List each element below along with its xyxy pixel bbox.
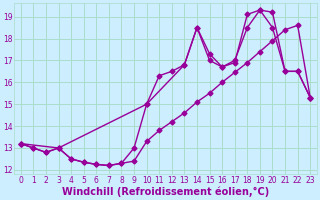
X-axis label: Windchill (Refroidissement éolien,°C): Windchill (Refroidissement éolien,°C) (62, 186, 269, 197)
